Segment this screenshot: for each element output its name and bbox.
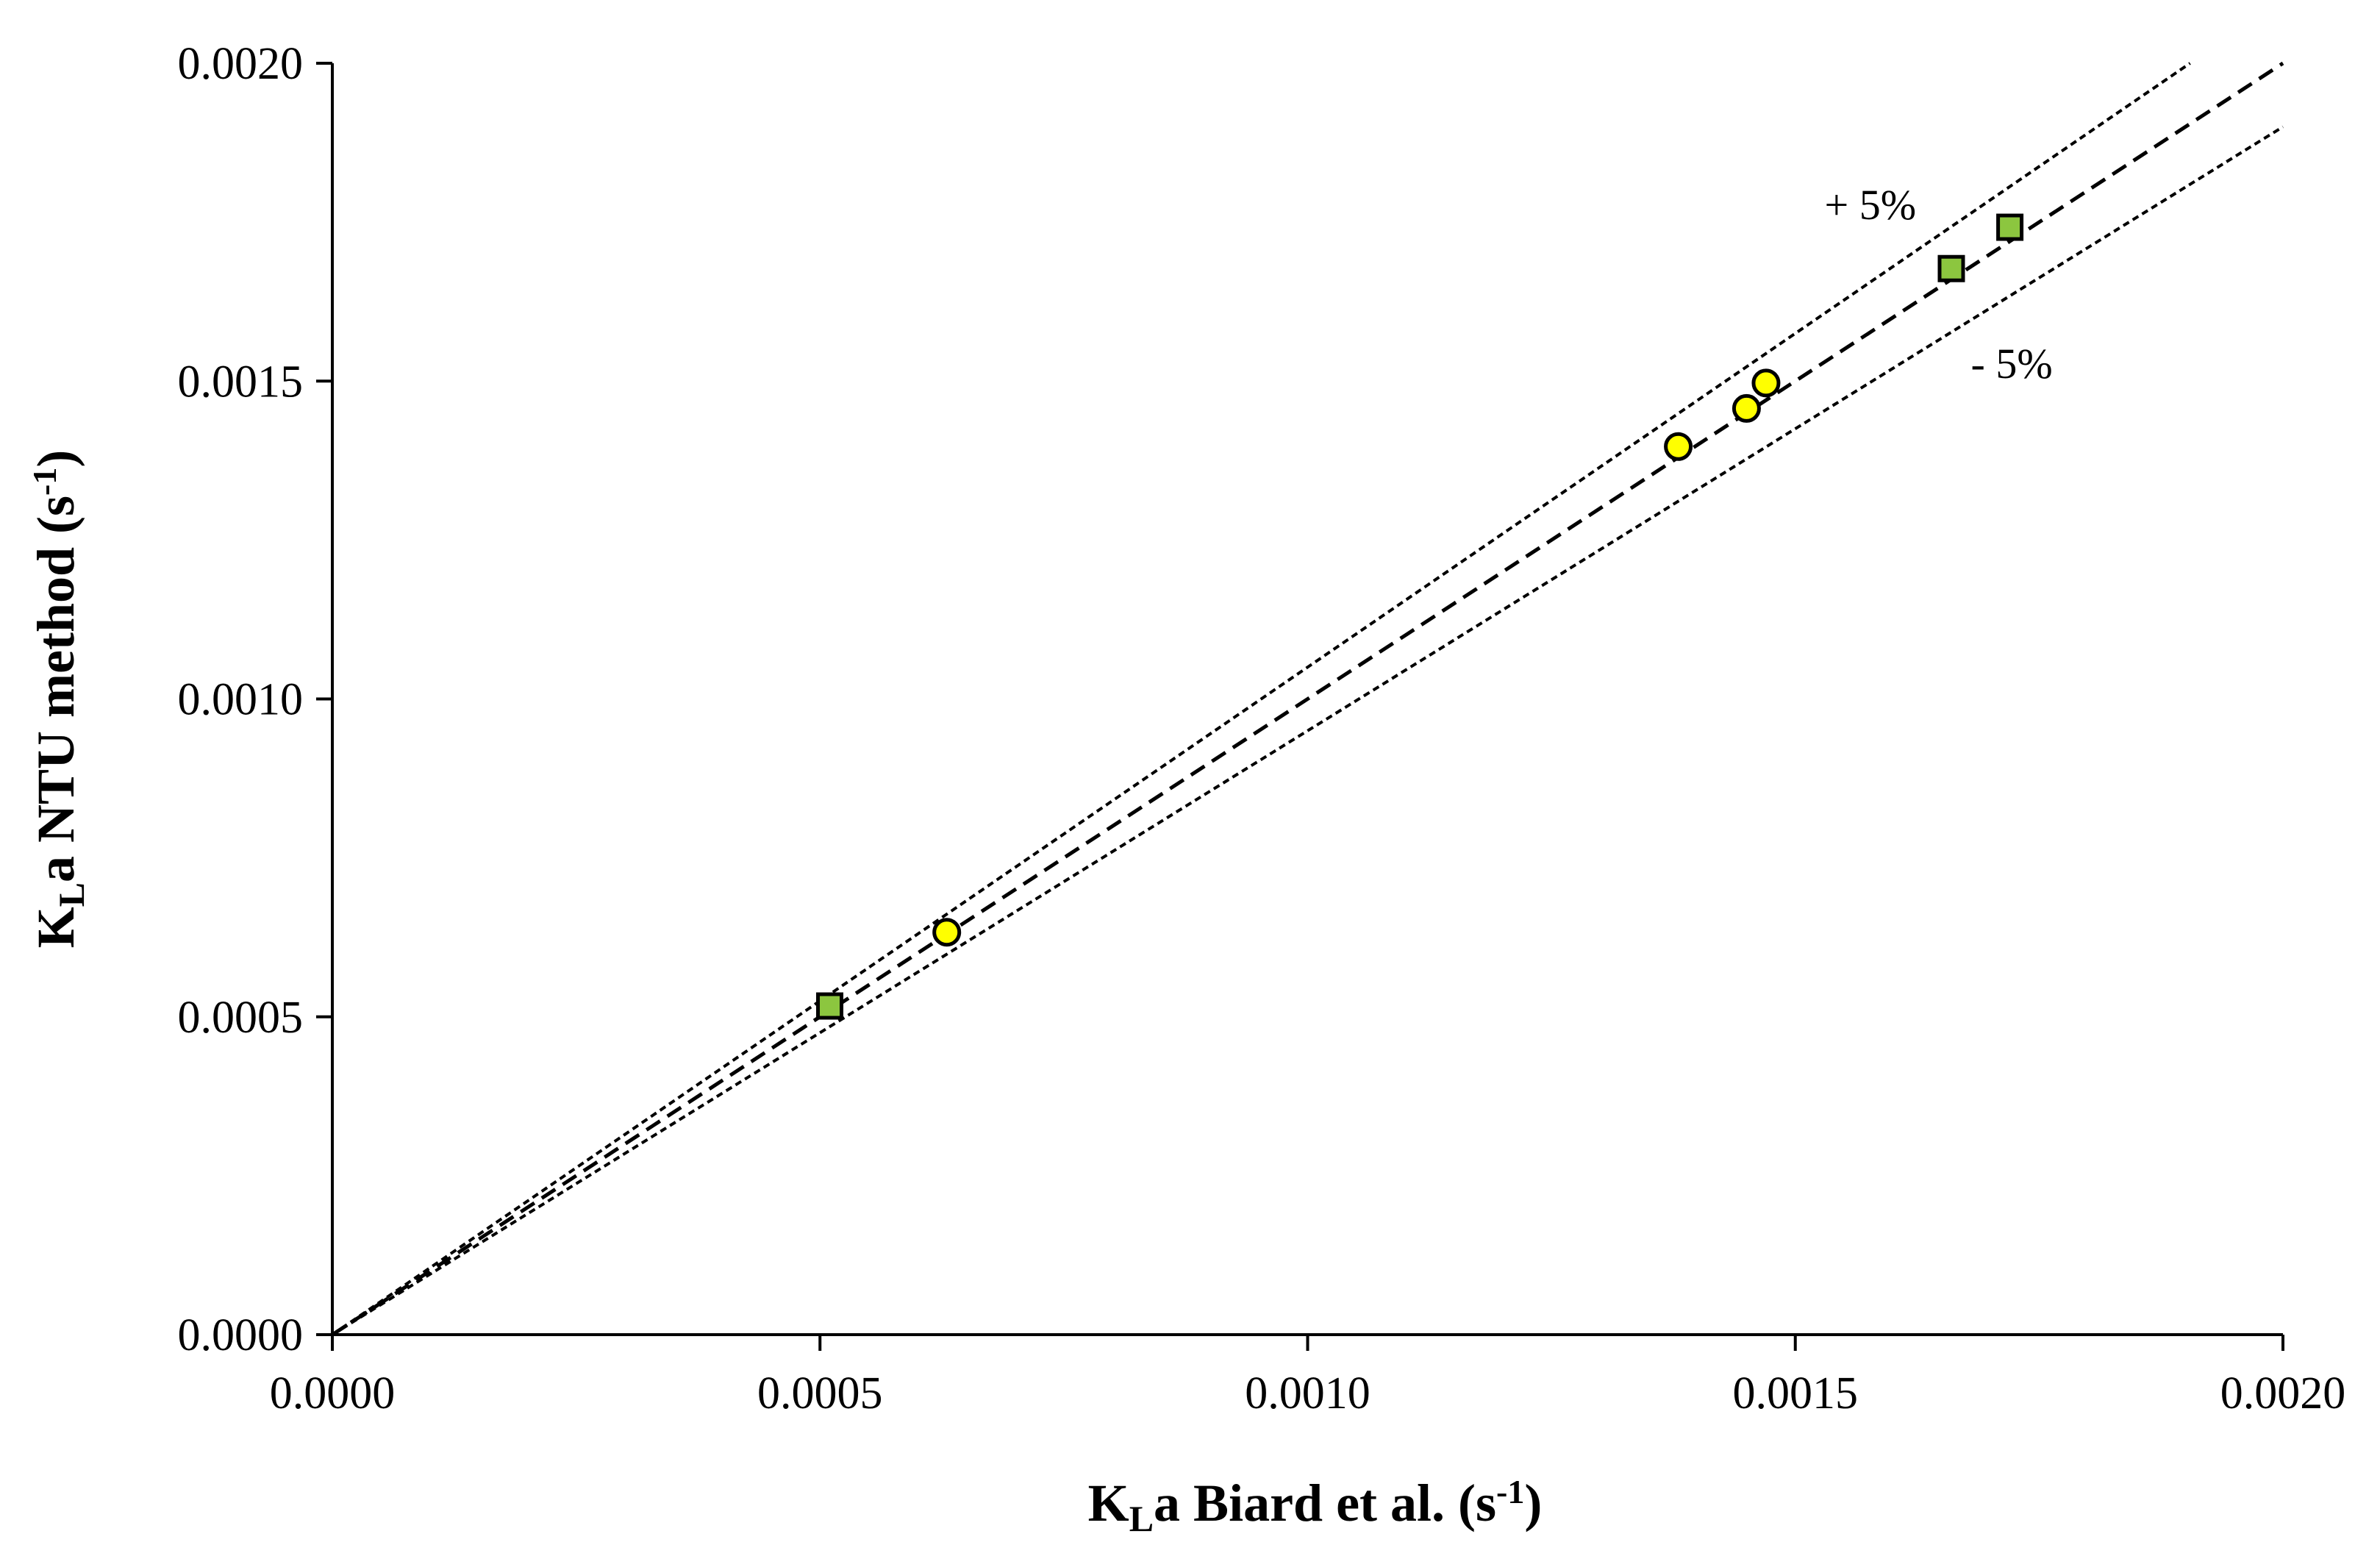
annotations: + 5% - 5% — [1825, 181, 2053, 388]
data-point-square — [816, 992, 844, 1020]
data-point-circle — [932, 918, 962, 947]
y-tick-label: 0.0000 — [178, 1310, 304, 1360]
tolerance-label: - 5% — [1971, 340, 2053, 388]
x-title-suffix: ) — [1524, 1474, 1542, 1532]
data-point-square — [1996, 213, 2024, 241]
reference-line-identity — [331, 61, 2284, 1337]
x-tick-label: 0.0010 — [1245, 1368, 1371, 1418]
x-tick-label: 0.0005 — [757, 1368, 883, 1418]
y-tick-label: 0.0015 — [178, 357, 304, 407]
y-title-suffix: ) — [26, 450, 85, 468]
x-title-subscript: L — [1129, 1498, 1154, 1539]
reference-line-plus — [331, 62, 2191, 1336]
data-points — [816, 213, 2024, 1020]
x-title-prefix: K — [1088, 1474, 1129, 1532]
reference-line-minus — [331, 125, 2284, 1336]
reference-lines — [331, 61, 2284, 1337]
data-point-square — [1937, 254, 1965, 282]
data-point-circle — [1732, 393, 1761, 423]
x-axis-ticks: 0.0000 0.0005 0.0010 0.0015 0.0020 — [270, 1335, 2346, 1418]
y-axis-title: KLa NTU method (s-1) — [26, 450, 92, 949]
x-tick-label: 0.0020 — [2220, 1368, 2346, 1418]
y-title-superscript: -1 — [26, 468, 63, 496]
data-point-circle — [1664, 432, 1693, 461]
y-tick-label: 0.0005 — [178, 993, 304, 1043]
x-tick-label: 0.0015 — [1733, 1368, 1859, 1418]
x-title-middle: a Biard et al. (s — [1154, 1474, 1496, 1532]
y-tick-label: 0.0010 — [178, 675, 304, 725]
x-tick-label: 0.0000 — [270, 1368, 396, 1418]
y-title-prefix: K — [26, 907, 85, 948]
x-title-superscript: -1 — [1496, 1473, 1524, 1510]
x-axis-title: KLa Biard et al. (s-1) — [1088, 1473, 1543, 1539]
y-title-middle: a NTU method (s — [26, 496, 85, 882]
tolerance-label: + 5% — [1825, 181, 1917, 229]
y-axis-ticks: 0.0000 0.0005 0.0010 0.0015 0.0020 — [178, 39, 332, 1360]
y-tick-label: 0.0020 — [178, 39, 304, 89]
y-title-subscript: L — [51, 882, 92, 907]
data-point-circle — [1751, 368, 1781, 398]
